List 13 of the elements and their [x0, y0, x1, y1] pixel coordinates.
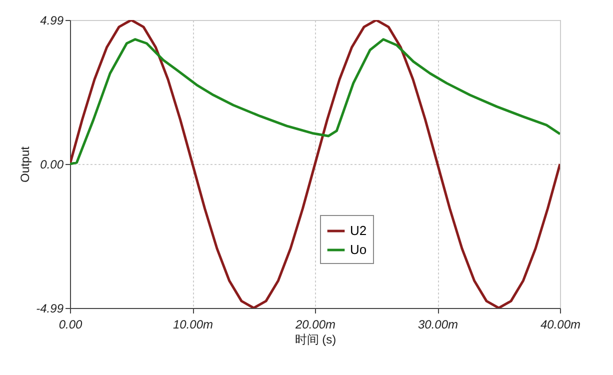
- x-tick-label: 20.00m: [294, 318, 336, 332]
- y-tick-label: 0.00: [40, 158, 64, 172]
- x-tick-label: 40.00m: [540, 318, 581, 332]
- y-tick-label: -4.99: [36, 302, 64, 316]
- x-tick-label: 30.00m: [418, 318, 458, 332]
- x-tick-label: 0.00: [58, 318, 82, 332]
- x-axis-title: 时间 (s): [294, 332, 336, 346]
- y-tick-label: 4.99: [40, 14, 64, 28]
- x-tick-label: 10.00m: [172, 318, 214, 332]
- legend-label: U2: [350, 223, 367, 238]
- line-series: [70, 38, 560, 166]
- y-axis-title: Output: [18, 146, 32, 183]
- legend-label: Uo: [350, 242, 367, 257]
